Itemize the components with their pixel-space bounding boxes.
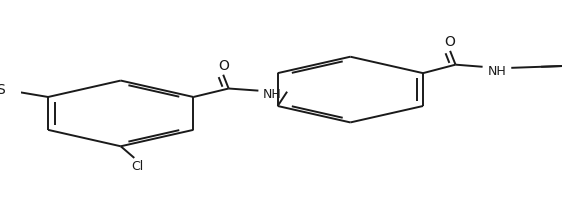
Text: O: O: [217, 59, 229, 73]
Text: O: O: [445, 35, 456, 49]
Text: NH: NH: [487, 64, 506, 78]
Text: Cl: Cl: [131, 160, 143, 173]
Text: S: S: [0, 82, 5, 97]
Text: NH: NH: [263, 88, 282, 101]
